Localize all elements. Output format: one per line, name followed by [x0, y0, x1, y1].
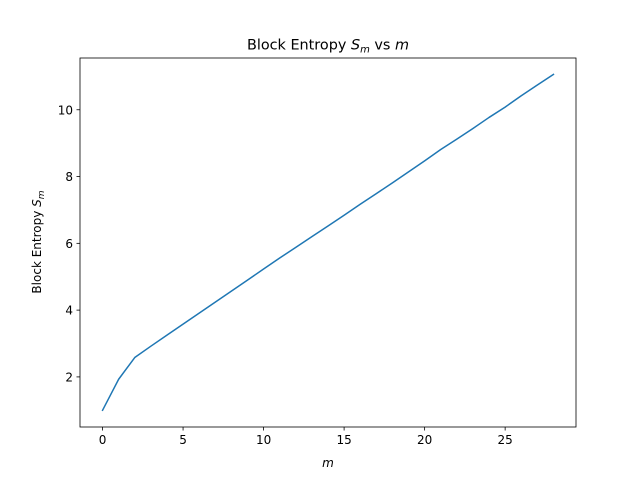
y-tick-label: 2: [65, 370, 73, 384]
x-tick-label: 20: [417, 433, 432, 447]
y-tick-label: 4: [65, 304, 73, 318]
y-tick-label: 10: [58, 103, 73, 117]
series-line: [101, 73, 555, 412]
x-tick-label: 0: [99, 433, 107, 447]
axes-frame: [79, 57, 577, 428]
y-tick-label: 6: [65, 237, 73, 251]
x-tick-label: 10: [256, 433, 271, 447]
y-axis-ticks: 2 4 6 8 10: [58, 103, 80, 384]
x-tick-label: 25: [498, 433, 513, 447]
x-tick-label: 5: [179, 433, 187, 447]
plot-area: [101, 73, 555, 412]
y-axis-label: Block Entropy Sm: [30, 190, 47, 293]
x-axis-label: m: [322, 456, 334, 470]
x-tick-label: 15: [336, 433, 351, 447]
x-axis-ticks: 0 5 10 15 20 25: [99, 427, 513, 447]
chart-title: Block Entropy Sm vs m: [247, 38, 409, 56]
y-tick-label: 8: [65, 170, 73, 184]
